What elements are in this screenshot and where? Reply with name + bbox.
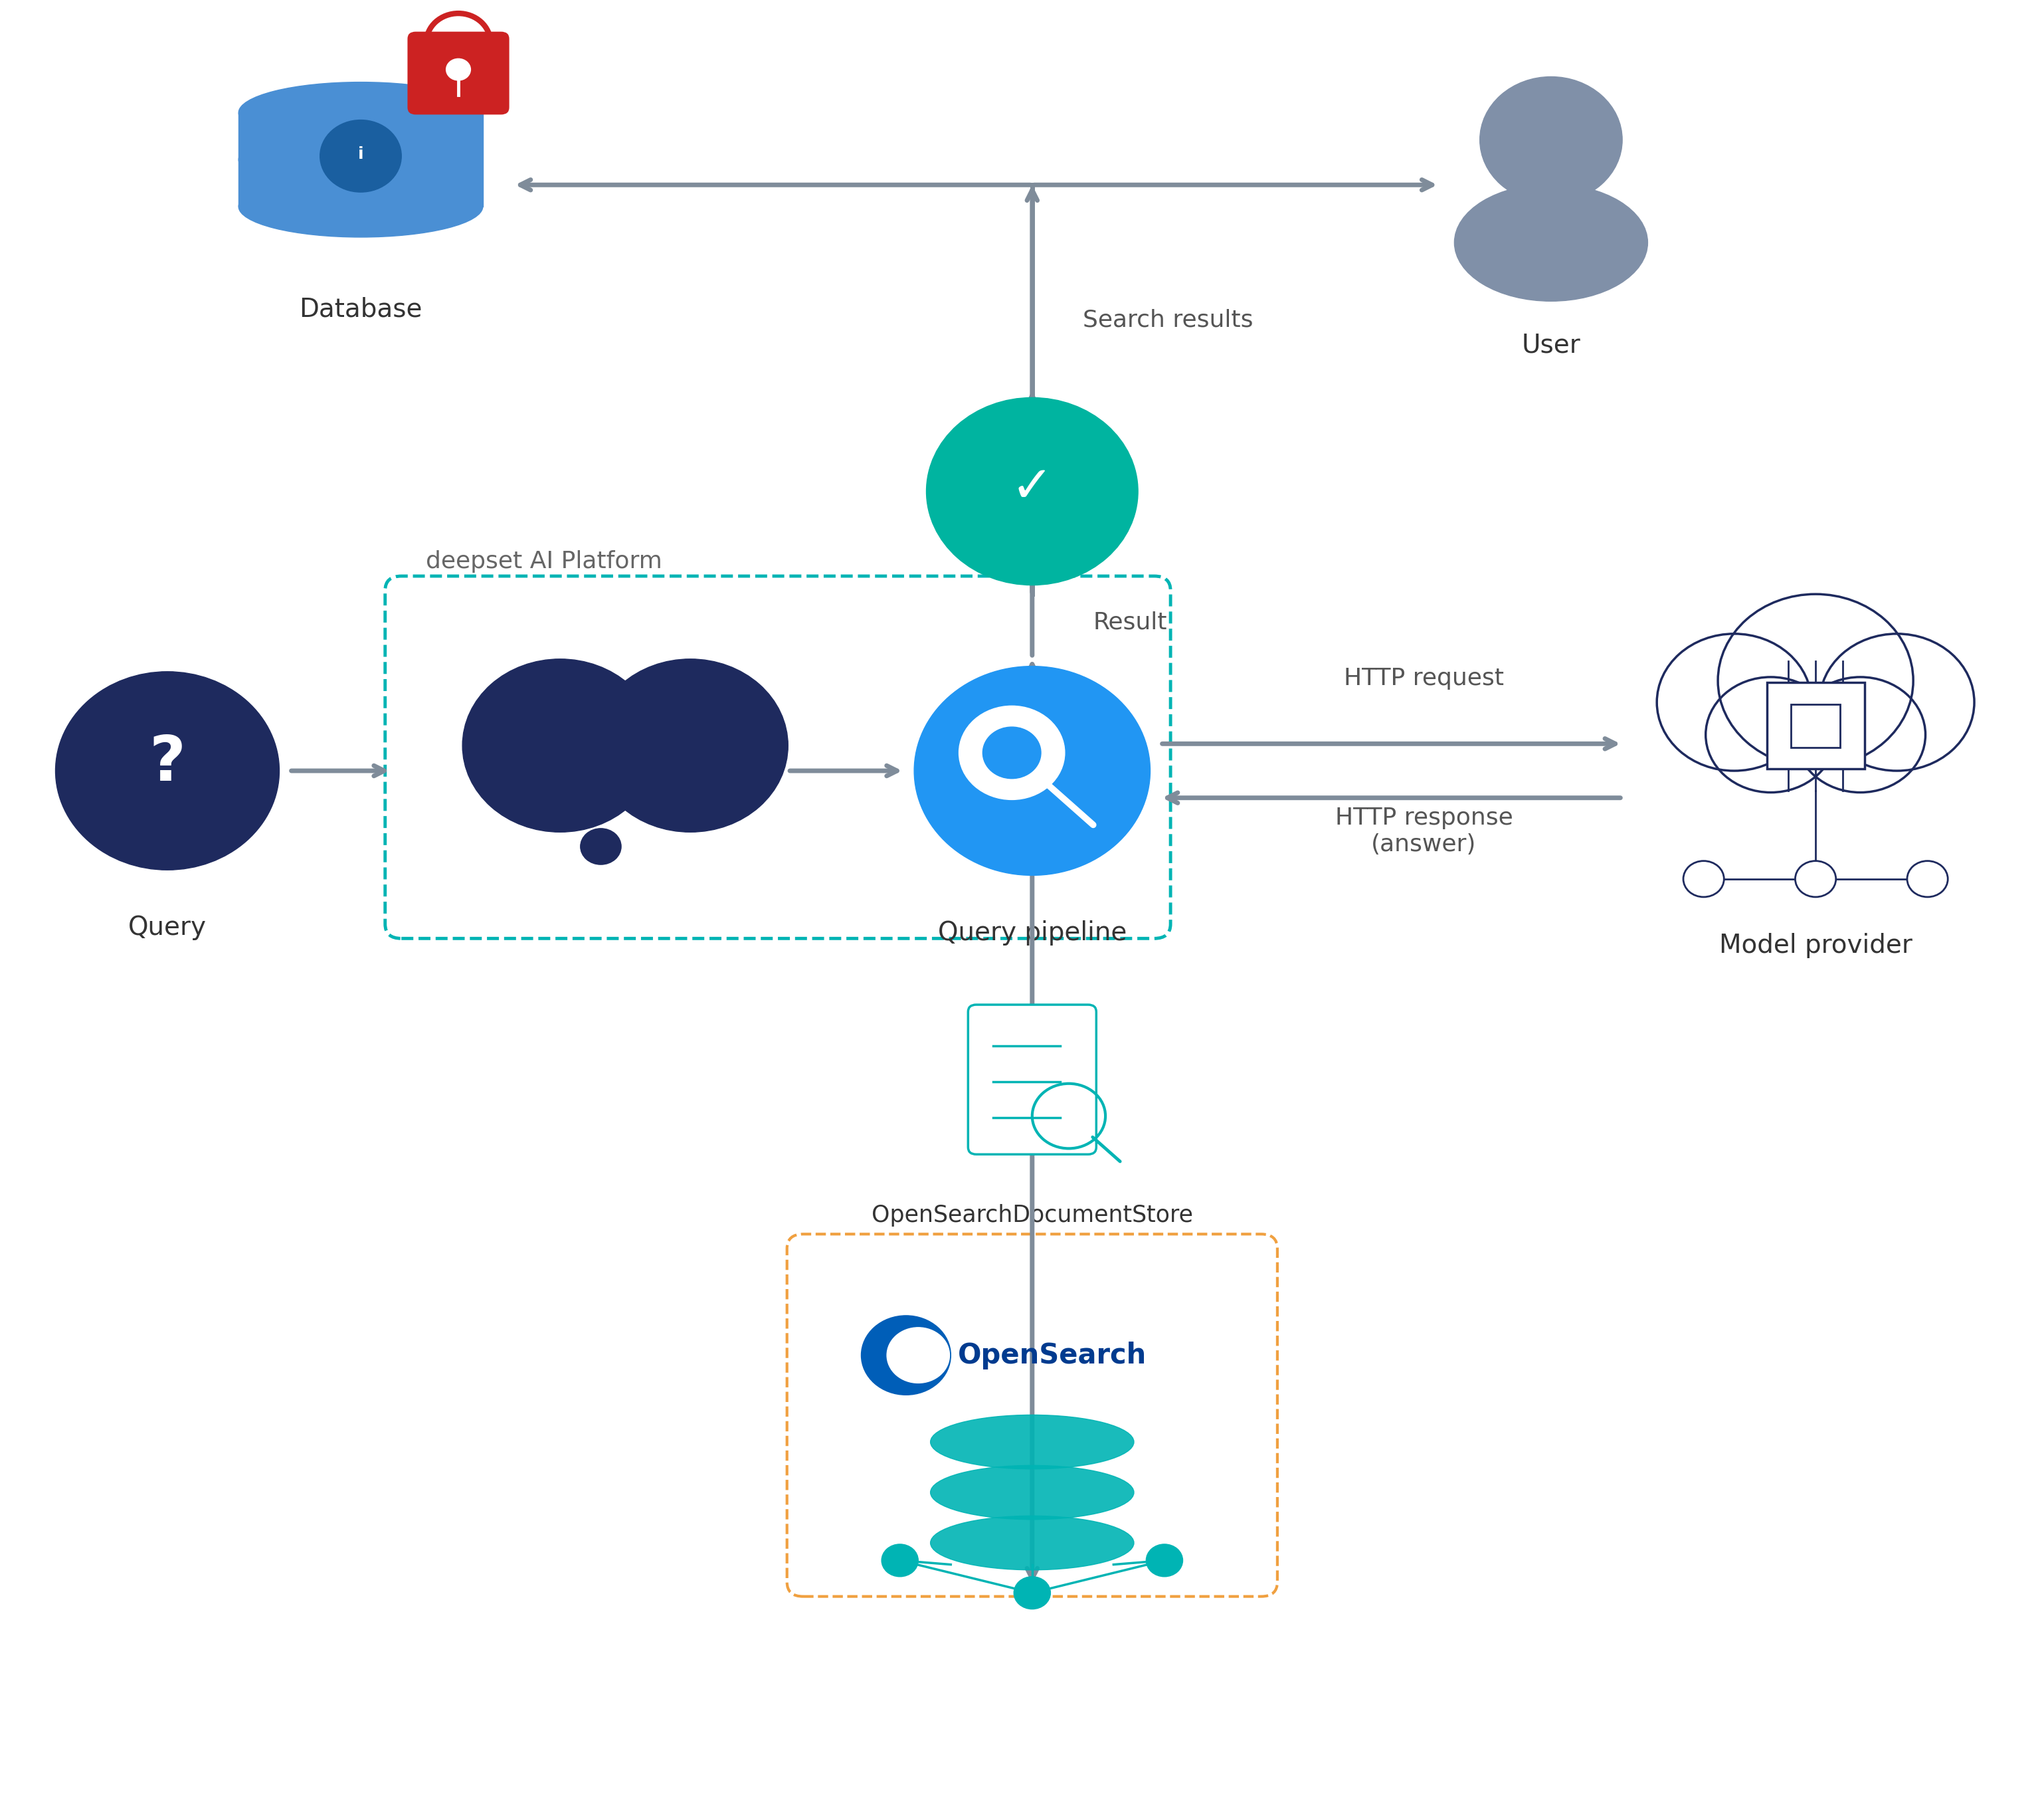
Circle shape [1705,678,1836,792]
Text: OpenSearch: OpenSearch [959,1341,1147,1370]
Circle shape [593,660,789,832]
FancyBboxPatch shape [384,576,1171,939]
Bar [239,112,482,207]
Circle shape [881,1544,918,1576]
Text: HTTP response
(answer): HTTP response (answer) [1335,806,1513,855]
Circle shape [861,1316,950,1395]
Text: ?: ? [149,734,186,794]
Circle shape [1147,1544,1183,1576]
Circle shape [914,667,1151,875]
Ellipse shape [239,82,482,143]
Ellipse shape [930,1466,1134,1520]
Bar [531,707,719,777]
Circle shape [55,672,280,870]
Circle shape [1684,861,1723,897]
FancyBboxPatch shape [1766,683,1864,768]
Circle shape [887,1328,950,1383]
Bar [1654,690,1979,752]
Circle shape [1658,634,1811,770]
Text: User: User [1521,333,1580,359]
FancyBboxPatch shape [787,1234,1278,1596]
Text: HTTP request: HTTP request [1343,667,1504,690]
Circle shape [1717,594,1913,766]
Circle shape [1795,861,1836,897]
Circle shape [1014,1576,1051,1609]
Circle shape [462,660,658,832]
FancyBboxPatch shape [407,31,509,114]
Circle shape [321,120,401,192]
Text: Result: Result [1094,611,1167,634]
Text: Model provider: Model provider [1719,933,1913,959]
Text: Search results: Search results [1083,308,1253,332]
Text: ✓: ✓ [1012,464,1053,513]
Circle shape [1795,678,1925,792]
Ellipse shape [1455,185,1647,301]
Circle shape [1907,861,1948,897]
Text: Query: Query [129,915,206,940]
Text: Database: Database [298,297,423,323]
Text: OpenSearchDocumentStore: OpenSearchDocumentStore [871,1205,1194,1227]
Text: i: i [358,147,364,163]
Circle shape [983,727,1040,779]
Text: deepset AI Platform: deepset AI Platform [425,549,662,573]
Ellipse shape [239,176,482,237]
Circle shape [1819,634,1975,770]
Circle shape [959,707,1065,799]
Ellipse shape [930,1415,1134,1470]
Text: Query pipeline: Query pipeline [938,920,1126,946]
Circle shape [446,58,470,80]
Ellipse shape [239,129,482,190]
Circle shape [1480,76,1623,203]
Circle shape [926,397,1139,585]
Ellipse shape [930,1517,1134,1569]
FancyBboxPatch shape [969,1004,1096,1154]
Circle shape [580,828,621,864]
FancyBboxPatch shape [1791,705,1840,747]
